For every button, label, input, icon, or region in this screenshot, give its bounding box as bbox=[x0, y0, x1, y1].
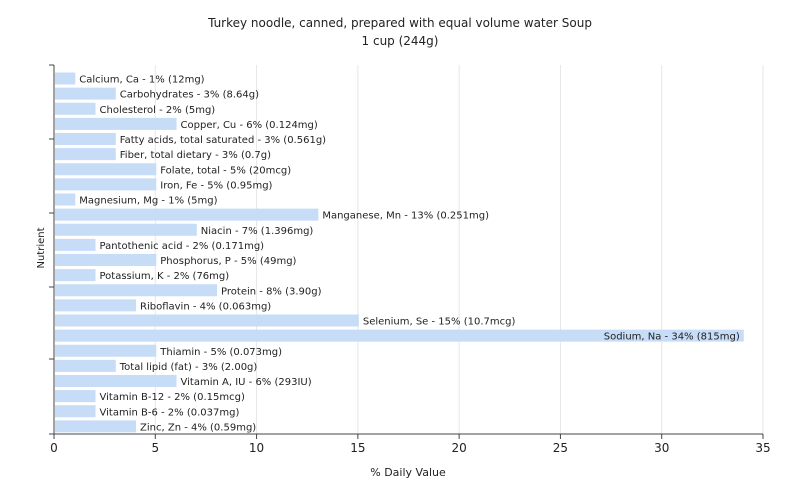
bar-label: Folate, total - 5% (20mcg) bbox=[160, 165, 291, 176]
chart-title: Turkey noodle, canned, prepared with equ… bbox=[207, 16, 592, 30]
bar bbox=[55, 405, 96, 418]
bar-label: Copper, Cu - 6% (0.124mg) bbox=[181, 120, 318, 131]
bar bbox=[55, 344, 157, 357]
bar bbox=[55, 193, 76, 206]
bar-label: Vitamin A, IU - 6% (293IU) bbox=[181, 377, 312, 388]
bar bbox=[55, 208, 319, 221]
bar-label: Riboflavin - 4% (0.063mg) bbox=[140, 301, 271, 312]
bar-label: Manganese, Mn - 13% (0.251mg) bbox=[322, 211, 489, 222]
bar bbox=[55, 117, 177, 130]
bar-label: Pantothenic acid - 2% (0.171mg) bbox=[100, 241, 265, 252]
x-tick-label: 5 bbox=[151, 441, 159, 455]
bar-label: Fatty acids, total saturated - 3% (0.561… bbox=[120, 135, 326, 146]
bar-label: Carbohydrates - 3% (8.64g) bbox=[120, 90, 259, 101]
bar-label: Phosphorus, P - 5% (49mg) bbox=[160, 256, 296, 267]
bar-label: Total lipid (fat) - 3% (2.00g) bbox=[119, 362, 258, 373]
bar-label: Fiber, total dietary - 3% (0.7g) bbox=[120, 150, 271, 161]
bar bbox=[55, 133, 116, 145]
bar-label: Vitamin B-6 - 2% (0.037mg) bbox=[100, 407, 240, 418]
bar-label: Calcium, Ca - 1% (12mg) bbox=[79, 75, 204, 86]
bar-labels: Calcium, Ca - 1% (12mg) Carbohydrates - 3… bbox=[79, 75, 740, 434]
x-axis-ticks: 0 5 10 15 20 25 30 35 bbox=[50, 434, 771, 455]
x-tick-label: 35 bbox=[755, 441, 770, 455]
x-tick-label: 25 bbox=[553, 441, 568, 455]
bar-label: Magnesium, Mg - 1% (5mg) bbox=[79, 196, 217, 207]
bar bbox=[55, 102, 96, 115]
bar-label: Cholesterol - 2% (5mg) bbox=[100, 105, 216, 116]
bar-label: Zinc, Zn - 4% (0.59mg) bbox=[140, 422, 256, 433]
bar bbox=[55, 254, 157, 266]
bar bbox=[55, 314, 359, 327]
bar-label: Selenium, Se - 15% (10.7mcg) bbox=[363, 317, 516, 328]
bar bbox=[55, 72, 76, 85]
y-axis-label: Nutrient bbox=[36, 227, 47, 268]
bar bbox=[55, 238, 96, 251]
chart-subtitle: 1 cup (244g) bbox=[362, 34, 439, 48]
bar-label: Niacin - 7% (1.396mg) bbox=[201, 226, 314, 237]
bar bbox=[55, 420, 137, 433]
x-tick-label: 10 bbox=[249, 441, 264, 455]
grid-lines bbox=[154, 65, 764, 434]
bar bbox=[55, 178, 157, 191]
bar-label: Vitamin B-12 - 2% (0.15mcg) bbox=[100, 392, 245, 403]
x-tick-label: 20 bbox=[452, 441, 467, 455]
bar bbox=[55, 329, 744, 342]
bar bbox=[55, 284, 218, 297]
bar bbox=[55, 163, 157, 176]
bar-label: Potassium, K - 2% (76mg) bbox=[100, 271, 230, 282]
bar-label: Iron, Fe - 5% (0.95mg) bbox=[160, 180, 272, 191]
x-tick-label: 0 bbox=[50, 441, 58, 455]
x-axis-label: % Daily Value bbox=[370, 466, 446, 479]
bar bbox=[55, 223, 197, 236]
bar-label: Protein - 8% (3.90g) bbox=[221, 286, 322, 297]
axes bbox=[49, 64, 763, 435]
bar-label: Thiamin - 5% (0.073mg) bbox=[159, 347, 282, 358]
bar bbox=[55, 390, 96, 403]
x-tick-label: 30 bbox=[654, 441, 669, 455]
bar bbox=[55, 87, 116, 100]
bar bbox=[55, 375, 177, 387]
bar bbox=[55, 299, 137, 312]
bar-label: Sodium, Na - 34% (815mg) bbox=[604, 332, 740, 343]
bars bbox=[55, 72, 744, 433]
bar bbox=[55, 148, 116, 161]
x-tick-label: 15 bbox=[350, 441, 365, 455]
bar bbox=[55, 269, 96, 282]
bar bbox=[55, 359, 116, 372]
